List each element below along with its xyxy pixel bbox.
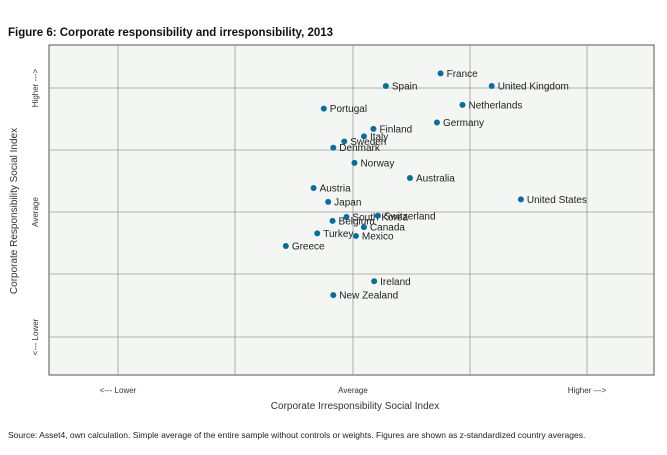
data-point-label: Ireland [380,277,411,288]
x-tick-label: Average [338,386,368,395]
grid-lines [49,45,654,375]
data-point [329,217,336,224]
data-point-label: Denmark [339,143,381,154]
data-point-label: Italy [370,132,388,143]
data-point [360,133,367,140]
data-point [314,230,321,237]
data-point [406,174,413,181]
data-points: France Spain United Kingdom Netherlands Port… [282,69,587,302]
data-point [517,196,524,203]
data-point-label: South Korea [352,213,408,224]
data-point [352,232,359,239]
data-point-label: Turkey [323,229,353,240]
data-point-label: Portugal [330,104,367,115]
data-point-label: Sweden [350,137,386,148]
data-point [382,83,389,89]
data-point [437,70,444,77]
x-tick-labels: <--- Lower Average Higher ---> [100,386,607,395]
chart-title: Figure 6: Corporate responsibility and i… [8,27,334,39]
data-point-label: Greece [292,242,325,253]
y-tick-label: Higher ---> [31,68,40,107]
data-point-label: New Zealand [339,291,398,302]
data-point [433,119,440,126]
y-tick-labels: Higher ---> Average <--- Lower [31,68,40,355]
x-tick-label: <--- Lower [100,386,137,395]
data-point [360,224,367,231]
data-point-label: Norway [360,158,394,169]
data-point-label: United States [527,195,587,206]
data-point [310,185,317,192]
data-point [343,214,350,221]
data-point [320,105,327,112]
data-point [374,212,381,219]
data-point [282,243,289,250]
data-point-label: Spain [392,82,418,93]
data-point-label: France [447,69,479,80]
data-point [330,292,337,299]
data-point-label: United Kingdom [498,82,569,93]
data-point [370,125,377,132]
data-point-label: Canada [370,223,405,234]
data-point [371,278,378,285]
x-tick-label: Higher ---> [568,386,607,395]
y-tick-label: <--- Lower [31,318,40,355]
y-tick-label: Average [31,197,40,227]
data-point-label: Belgium [339,216,375,227]
data-point [488,83,495,89]
data-point-label: Netherlands [469,100,523,111]
data-point-label: Finland [379,124,412,135]
data-point-label: Mexico [362,231,394,242]
data-point-label: Germany [443,118,484,129]
source-note: Source: Asset4, own calculation. Simple … [8,430,586,440]
data-point-label: Australia [416,173,455,184]
data-point-label: Switzerland [384,211,436,222]
data-point-label: Japan [334,197,361,208]
data-point [325,198,332,205]
data-point-label: Austria [320,184,352,195]
data-point [459,101,466,108]
data-point [351,159,358,166]
data-point [341,138,348,145]
x-axis-title: Corporate Irresponsibility Social Index [271,401,439,412]
y-axis-title: Corporate Responsibility Social Index [9,128,20,294]
plot-area [48,44,655,376]
data-point [330,144,337,151]
